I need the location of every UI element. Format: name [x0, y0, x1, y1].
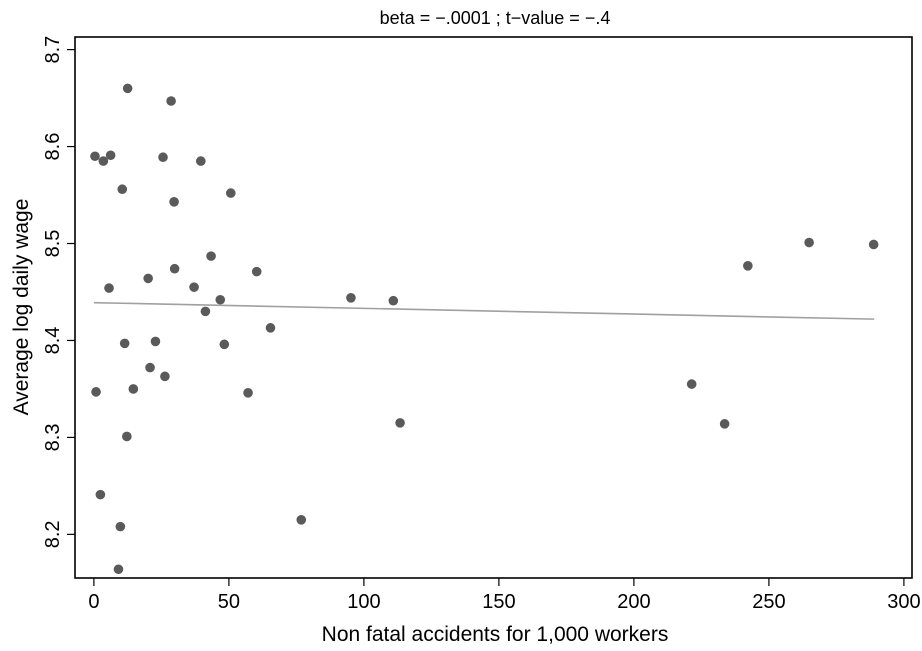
- axis-ticks: 0 50 100 150 200 250 300 8.2 8.3 8.4 8.5 8.6 8.7: [42, 36, 921, 613]
- data-point: [196, 156, 206, 166]
- data-point: [122, 431, 132, 442]
- data-point: [804, 237, 814, 248]
- data-point: [251, 266, 262, 277]
- y-tick-label: 8.6: [42, 133, 64, 161]
- data-point: [115, 521, 126, 532]
- data-point: [128, 384, 139, 394]
- data-point: [105, 150, 116, 161]
- data-point: [91, 387, 101, 397]
- chart-title: beta = −.0001 ; t−value = −.4: [380, 8, 611, 28]
- x-tick-label: 250: [752, 591, 785, 613]
- data-point: [113, 564, 124, 575]
- x-tick-label: 100: [347, 591, 380, 613]
- x-tick-label: 150: [482, 591, 515, 613]
- x-axis-label: Non fatal accidents for 1,000 workers: [322, 623, 669, 646]
- data-point: [169, 197, 179, 207]
- data-point: [158, 152, 168, 163]
- x-tick-label: 300: [887, 591, 920, 613]
- data-point: [143, 273, 153, 284]
- data-point: [104, 283, 114, 293]
- data-point: [206, 251, 216, 261]
- data-point: [160, 371, 170, 382]
- x-tick-label: 200: [617, 591, 650, 613]
- y-axis-label: Average log daily wage: [10, 199, 33, 416]
- y-tick-label: 8.2: [42, 520, 64, 548]
- data-point: [686, 379, 697, 389]
- data-point: [296, 515, 307, 525]
- plot-area-frame: [74, 36, 913, 579]
- data-point: [117, 184, 128, 195]
- data-point: [243, 388, 253, 398]
- data-point: [215, 294, 226, 305]
- data-point: [145, 362, 155, 373]
- data-point: [395, 418, 405, 428]
- data-point: [189, 282, 199, 292]
- y-tick-label: 8.4: [42, 327, 64, 355]
- data-point: [169, 263, 180, 274]
- data-point: [219, 339, 230, 350]
- x-tick-label: 0: [88, 591, 99, 613]
- y-tick-label: 8.3: [42, 424, 64, 452]
- fit-line-layer: [93, 301, 875, 320]
- data-point: [743, 261, 753, 271]
- y-tick-label: 8.5: [42, 230, 64, 258]
- data-point: [150, 336, 161, 347]
- data-point: [388, 295, 399, 306]
- data-point: [346, 293, 356, 303]
- data-point: [90, 151, 100, 162]
- data-point: [200, 306, 211, 317]
- y-tick-label: 8.7: [42, 36, 64, 64]
- data-point: [719, 419, 730, 429]
- data-point: [225, 188, 236, 198]
- data-point: [119, 338, 130, 349]
- x-tick-label: 50: [218, 591, 240, 613]
- data-point: [95, 489, 106, 500]
- data-point: [265, 323, 276, 333]
- data-point: [868, 239, 879, 250]
- data-point: [98, 156, 109, 166]
- data-point: [166, 96, 176, 106]
- data-points-layer: [90, 83, 879, 575]
- fitted-line: [93, 301, 875, 320]
- data-point: [122, 83, 133, 94]
